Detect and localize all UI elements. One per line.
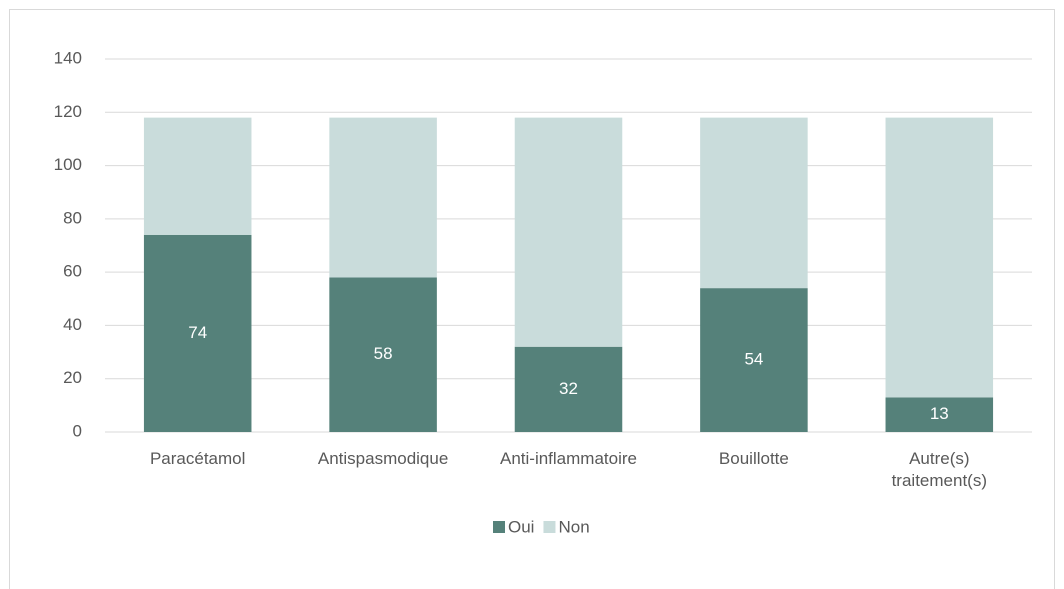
legend-swatch (493, 521, 505, 533)
chart-frame (9, 9, 1055, 589)
data-label: 32 (559, 379, 578, 398)
y-tick-label: 120 (54, 102, 82, 121)
y-tick-label: 0 (73, 421, 82, 440)
bar-segment (700, 117, 808, 289)
x-tick-label: Autre(s) traitement(s) (891, 449, 987, 490)
x-tick-label: Antispasmodique (317, 449, 449, 468)
legend-label: Oui (508, 517, 534, 536)
data-label: 13 (930, 404, 949, 423)
x-tick-label: Anti-inflammatoire (500, 449, 637, 468)
bar-segment (143, 234, 252, 432)
x-tick-label: Paracétamol (149, 449, 246, 468)
data-label: 74 (188, 323, 207, 342)
bar-segment (143, 117, 252, 235)
y-tick-label: 140 (54, 48, 82, 67)
bar-segment (885, 397, 994, 432)
y-tick-label: 60 (63, 262, 82, 281)
bar-segment (514, 117, 623, 347)
bar-segment (329, 277, 437, 432)
legend-swatch (543, 521, 556, 533)
bar-segment (514, 346, 623, 432)
bar-segment (329, 117, 437, 278)
y-tick-label: 100 (54, 155, 82, 174)
y-tick-label: 20 (63, 368, 82, 387)
x-tick-label: Bouillotte (718, 449, 789, 468)
bar-segment (700, 288, 808, 432)
bar-segment (885, 117, 994, 398)
y-tick-label: 80 (63, 208, 82, 227)
y-tick-label: 40 (63, 315, 82, 334)
data-label: 54 (744, 350, 763, 369)
data-label: 58 (374, 344, 393, 363)
legend-label: Non (558, 517, 589, 536)
